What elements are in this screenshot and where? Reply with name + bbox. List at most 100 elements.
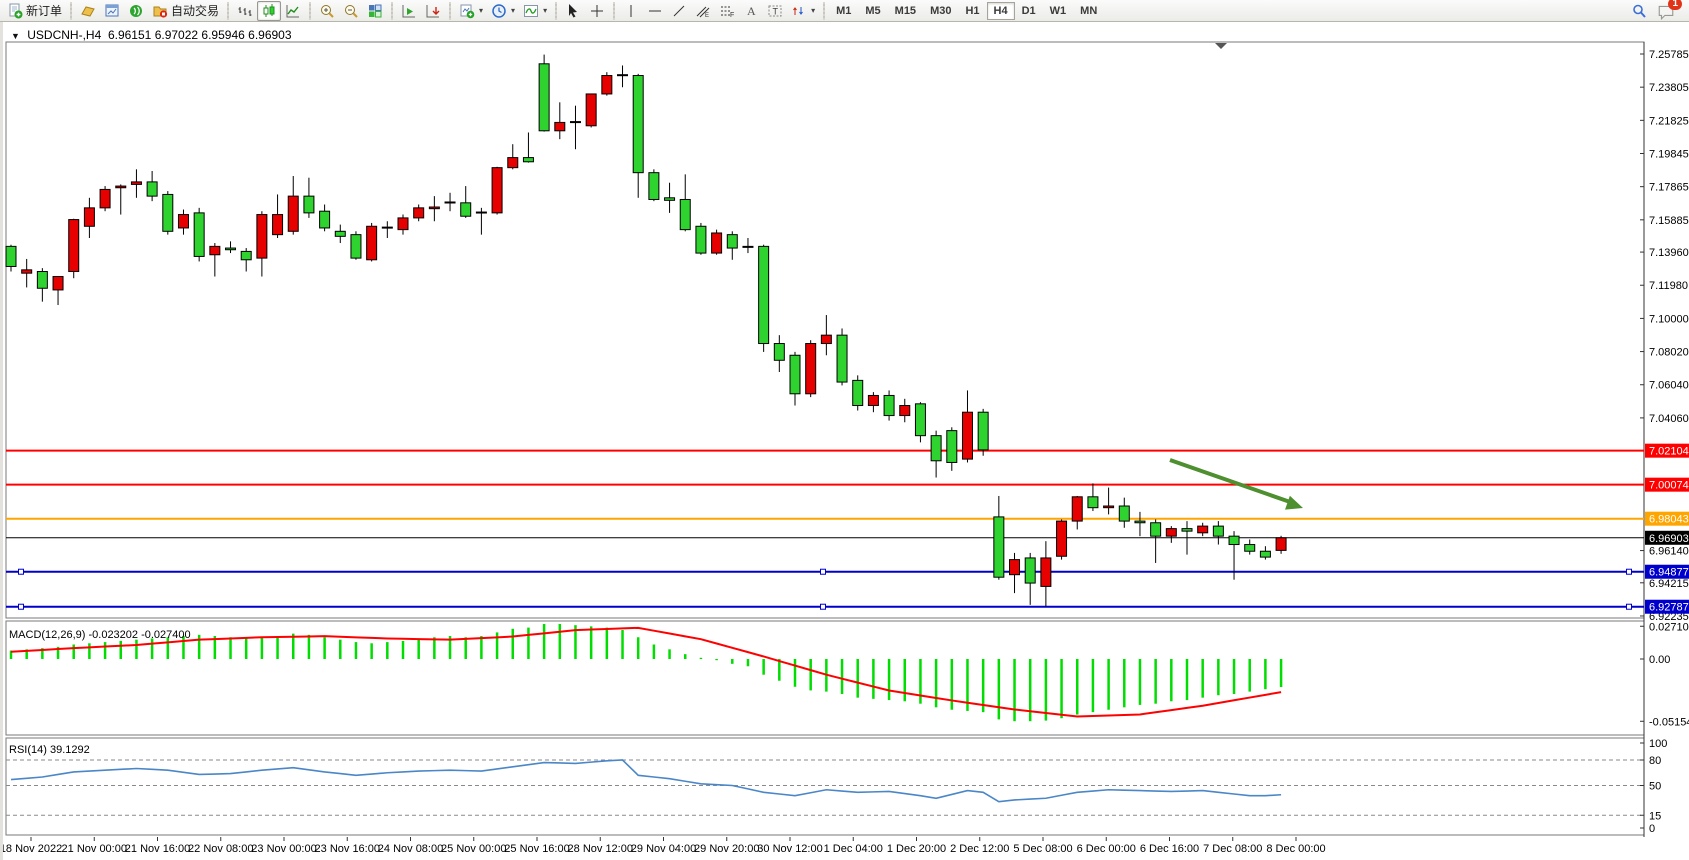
candle-body (1071, 496, 1083, 522)
svg-text:28 Nov 12:00: 28 Nov 12:00 (568, 843, 633, 855)
timeframe-button-m1[interactable]: M1 (836, 4, 852, 17)
channel-tool-button[interactable]: E (691, 1, 715, 21)
notifications-chat-icon[interactable]: 1 (1657, 0, 1682, 20)
new-order-button-label: 新订单 (26, 4, 63, 18)
timeframe-button-m15[interactable]: M15 (894, 4, 917, 17)
macd-histogram (9, 623, 1283, 722)
crosshair-tool-button[interactable] (585, 1, 609, 21)
candle-body (162, 193, 174, 232)
svg-text:7.23805: 7.23805 (1649, 82, 1689, 94)
line-handle[interactable] (1626, 568, 1632, 575)
line-chart-icon (285, 3, 301, 19)
candle-body (1040, 557, 1052, 587)
candle-body (1009, 559, 1021, 576)
svg-text:29 Nov 20:00: 29 Nov 20:00 (694, 843, 759, 855)
timeframe-button-m5[interactable]: M5 (865, 4, 881, 17)
svg-text:7.19845: 7.19845 (1649, 148, 1689, 160)
timeframe-button-h4[interactable]: H4 (986, 1, 1015, 20)
bar-chart-type-button[interactable] (233, 1, 257, 21)
chart-window: 7.25785 7.23805 7.21825 7.19845 7.17865 7.158… (0, 22, 1689, 860)
candle-body (961, 411, 973, 460)
ohlc-close-value: 6.96903 (248, 28, 292, 42)
new-order-button[interactable]: 新订单 (3, 1, 66, 21)
candle-body (742, 245, 754, 248)
text-label-tool-button[interactable]: T (763, 1, 787, 21)
price-chart[interactable]: 7.25785 7.23805 7.21825 7.19845 7.17865 7.158… (3, 22, 1689, 860)
svg-text:15: 15 (1649, 810, 1661, 822)
horizontal-line-tool-button[interactable] (643, 1, 667, 21)
horizontal-line-icon (647, 3, 663, 19)
svg-text:E: E (705, 13, 709, 19)
algo-trading-button[interactable]: 自动交易 (148, 1, 223, 21)
timeframe-button-d1[interactable]: D1 (1021, 4, 1036, 17)
macd-indicator-label: MACD(12,26,9) -0.023202 -0.027400 (9, 629, 191, 641)
symbol-period-label: USDCNH-,H4 (27, 28, 102, 42)
arrows-tool-button[interactable]: ▾ (787, 1, 819, 21)
chart-shift-icon (425, 3, 441, 19)
fibonacci-tool-button[interactable]: F (715, 1, 739, 21)
vertical-line-tool-button[interactable] (619, 1, 643, 21)
candle-body (977, 411, 989, 451)
svg-text:6 Dec 16:00: 6 Dec 16:00 (1140, 843, 1199, 855)
zoom-in-button[interactable] (315, 1, 339, 21)
line-handle[interactable] (1626, 603, 1632, 610)
svg-text:30 Nov 12:00: 30 Nov 12:00 (757, 843, 822, 855)
charts-button[interactable] (76, 1, 100, 21)
candle-body (1181, 528, 1193, 532)
chevron-down-icon: ▾ (479, 6, 484, 15)
chart-shift-button[interactable] (421, 1, 445, 21)
signals-button[interactable] (124, 1, 148, 21)
line-handle[interactable] (820, 603, 826, 610)
candle-body (460, 202, 472, 217)
chevron-down-icon: ▾ (543, 6, 548, 15)
algo-trading-icon (152, 3, 168, 19)
new-order-icon (7, 3, 23, 19)
timeframe-button-m30[interactable]: M30 (930, 4, 952, 17)
candle-body (130, 181, 142, 185)
line-chart-type-button[interactable] (281, 1, 305, 21)
macd-signal-value: -0.027400 (141, 629, 191, 641)
line-handle[interactable] (18, 568, 24, 575)
toolbar-separator (391, 1, 394, 20)
search-icon[interactable] (1631, 3, 1647, 19)
trendline-icon (671, 3, 687, 19)
zoom-in-icon (319, 3, 335, 19)
charts-icon (80, 3, 96, 19)
trendline-tool-button[interactable] (667, 1, 691, 21)
rsi-value: 39.1292 (49, 744, 90, 756)
line-handle[interactable] (18, 603, 24, 610)
cursor-tool-button[interactable] (561, 1, 585, 21)
svg-text:7.04060: 7.04060 (1649, 413, 1689, 425)
candle-body (177, 214, 189, 229)
zoom-out-button[interactable] (339, 1, 363, 21)
price-axis[interactable]: 7.25785 7.23805 7.21825 7.19845 7.17865 7.158… (1640, 49, 1689, 623)
timeframe-button-h1[interactable]: H1 (965, 4, 980, 17)
line-handle[interactable] (820, 568, 826, 575)
candle-body (83, 207, 95, 227)
auto-scroll-button[interactable] (397, 1, 421, 21)
trend-arrow-object[interactable] (1169, 458, 1303, 510)
new-chart-button[interactable]: ▾ (455, 1, 487, 21)
toolbar-separator (309, 1, 312, 20)
text-tool-button[interactable]: A (739, 1, 763, 21)
svg-text:-0.051546: -0.051546 (1649, 716, 1689, 728)
candlestick-chart-type-button[interactable] (257, 0, 282, 21)
timeframe-button-mn[interactable]: MN (1080, 4, 1098, 17)
candle-body (475, 211, 487, 214)
market-watch-button[interactable] (100, 1, 124, 21)
svg-text:7.25785: 7.25785 (1649, 49, 1689, 61)
candle-body (491, 167, 503, 214)
timeframe-button-w1[interactable]: W1 (1049, 4, 1067, 17)
periods-button[interactable]: ▾ (487, 1, 519, 21)
chart-shift-marker[interactable] (1215, 43, 1227, 49)
svg-text:100: 100 (1649, 738, 1667, 750)
tile-windows-button[interactable] (363, 1, 387, 21)
svg-text:7.08020: 7.08020 (1649, 347, 1689, 359)
candle-body (52, 276, 64, 291)
candle-body (1056, 520, 1068, 557)
indicators-button[interactable]: ▾ (519, 1, 551, 21)
signals-icon (128, 3, 144, 19)
chevron-down-icon[interactable]: ▼ (11, 31, 20, 41)
candle-body (381, 226, 393, 229)
